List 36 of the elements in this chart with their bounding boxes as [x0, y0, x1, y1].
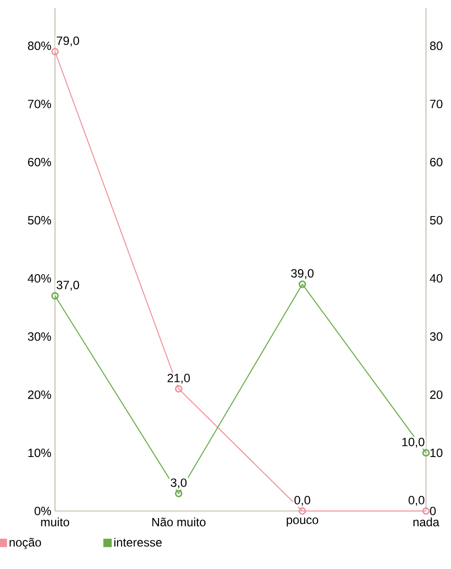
legend-label: noção — [10, 538, 42, 550]
data-label: 3,0 — [170, 478, 187, 488]
point — [298, 507, 306, 515]
data-label: 39,0 — [291, 269, 314, 280]
data-label: 0,0 — [408, 496, 424, 506]
x-tick-label: muito — [41, 518, 70, 526]
data-label: 10,0 — [402, 438, 424, 448]
point — [298, 280, 306, 288]
x-tick-label: nada — [413, 518, 440, 526]
y2-tick-label: 60 — [430, 158, 442, 166]
y2-tick-label: 40 — [430, 274, 442, 283]
y2-tick-label: 10 — [430, 448, 442, 458]
y2-tick-label: 20 — [430, 390, 442, 399]
point — [174, 385, 182, 393]
y-tick-label: 80% — [28, 42, 52, 50]
point — [174, 490, 182, 498]
y-tick-label: 40% — [28, 274, 52, 283]
data-label: 0,0 — [294, 496, 310, 506]
legend-label: interesse — [114, 538, 162, 547]
y-tick-label: 20% — [28, 390, 52, 399]
y-tick-label: 0% — [34, 506, 52, 516]
y-tick-label: 10% — [28, 448, 52, 458]
data-label: 21,0 — [168, 374, 190, 384]
y-tick-label: 60% — [28, 158, 52, 166]
y2-tick-label: 70 — [430, 100, 442, 108]
y2-tick-label: 80 — [430, 42, 442, 50]
y-tick-label: 30% — [28, 332, 52, 341]
data-label: 37,0 — [56, 280, 80, 291]
data-label: 79,0 — [56, 36, 80, 46]
y2-tick-label: 30 — [430, 332, 442, 341]
x-tick-label: Não muito — [152, 518, 206, 526]
x-tick-label: pouco — [286, 518, 318, 526]
y2-tick-label: 0 — [430, 506, 436, 516]
y-tick-label: 50% — [28, 216, 52, 224]
y2-tick-label: 50 — [430, 216, 442, 224]
y-tick-label: 70% — [28, 100, 52, 108]
